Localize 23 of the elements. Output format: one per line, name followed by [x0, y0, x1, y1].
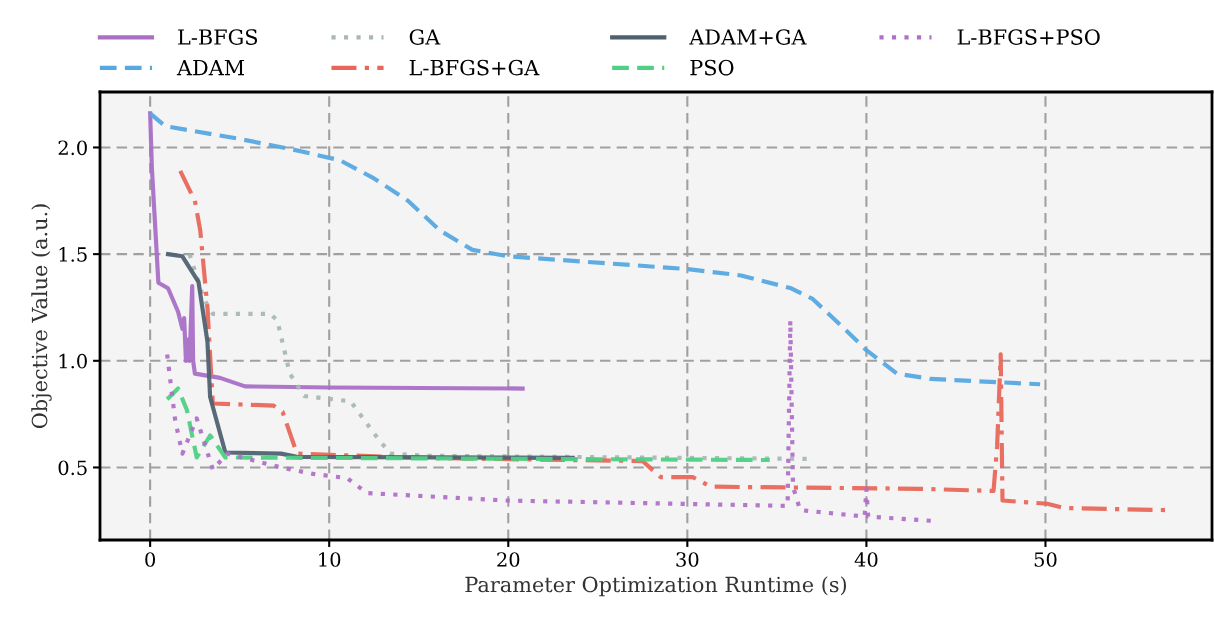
x-tick-label: 50: [1034, 552, 1057, 567]
legend-label: GA: [409, 29, 441, 45]
x-axis-title: Parameter Optimization Runtime (s): [465, 576, 847, 597]
line-series: [165, 318, 933, 523]
line-series: [148, 111, 525, 391]
y-tick-label: 0.5: [58, 460, 87, 476]
legend-label: PSO: [690, 59, 734, 76]
legend-label: ADAM: [176, 59, 245, 76]
legend-label: L-BFGS+GA: [409, 59, 540, 76]
legend-label: ADAM+GA: [689, 29, 807, 45]
x-tick-label: 30: [676, 552, 699, 567]
y-tick-label: 1.0: [59, 353, 87, 369]
x-tick-label: 10: [319, 552, 341, 567]
y-tick-label: 1.5: [59, 247, 87, 262]
legend-label: L-BFGS+PSO: [957, 29, 1100, 45]
line-series: [148, 111, 1043, 387]
legend-label: L-BFGS: [178, 29, 258, 45]
x-tick-label: 40: [854, 552, 878, 567]
x-tick-label: 20: [497, 552, 520, 567]
y-tick-label: 2.0: [58, 140, 87, 156]
y-axis-title: Objective Value (a.u.): [31, 204, 52, 429]
line-series: [165, 386, 772, 463]
x-tick-label: 0: [145, 552, 156, 567]
